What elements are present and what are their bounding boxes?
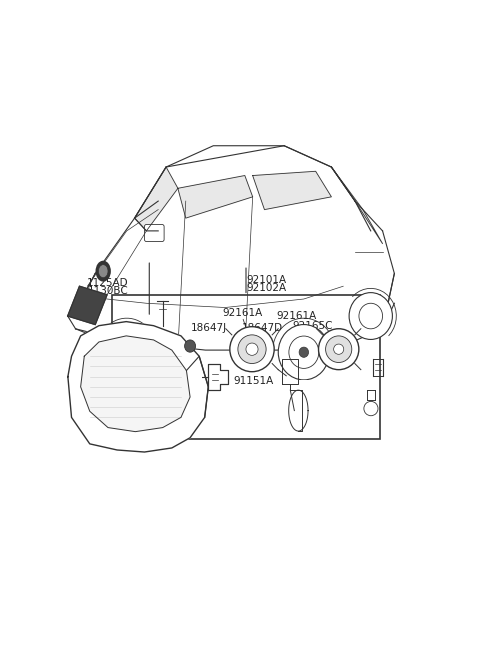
Polygon shape <box>134 167 178 231</box>
Circle shape <box>230 327 274 372</box>
Polygon shape <box>81 336 190 432</box>
Text: 92161A: 92161A <box>222 308 263 318</box>
Circle shape <box>185 340 195 352</box>
Circle shape <box>122 345 132 355</box>
Polygon shape <box>252 172 331 210</box>
Polygon shape <box>68 322 208 452</box>
Text: 1130BC: 1130BC <box>88 286 129 297</box>
Circle shape <box>334 344 344 354</box>
Circle shape <box>103 325 150 376</box>
Text: 18644E: 18644E <box>284 353 324 363</box>
Text: 18647J: 18647J <box>191 324 227 333</box>
FancyBboxPatch shape <box>112 295 380 440</box>
Text: 92101A: 92101A <box>246 275 286 286</box>
Circle shape <box>359 303 383 329</box>
Circle shape <box>278 325 329 380</box>
Text: 92161A: 92161A <box>276 310 316 321</box>
Text: 1125AD: 1125AD <box>87 278 129 288</box>
Polygon shape <box>178 176 252 218</box>
FancyBboxPatch shape <box>144 225 164 242</box>
Circle shape <box>289 336 319 368</box>
Text: 92165C: 92165C <box>293 321 333 331</box>
Text: 92102A: 92102A <box>246 284 286 293</box>
Polygon shape <box>331 167 383 244</box>
Circle shape <box>299 347 309 358</box>
Polygon shape <box>208 364 228 390</box>
Polygon shape <box>68 286 107 325</box>
Circle shape <box>96 261 111 282</box>
Circle shape <box>319 329 359 369</box>
Circle shape <box>364 402 378 416</box>
Circle shape <box>325 336 352 362</box>
Circle shape <box>238 335 266 364</box>
Circle shape <box>113 335 141 365</box>
Circle shape <box>246 343 258 355</box>
Text: 91151A: 91151A <box>233 376 274 386</box>
Circle shape <box>349 293 392 339</box>
Circle shape <box>98 265 108 278</box>
Text: 18647D: 18647D <box>242 324 283 333</box>
